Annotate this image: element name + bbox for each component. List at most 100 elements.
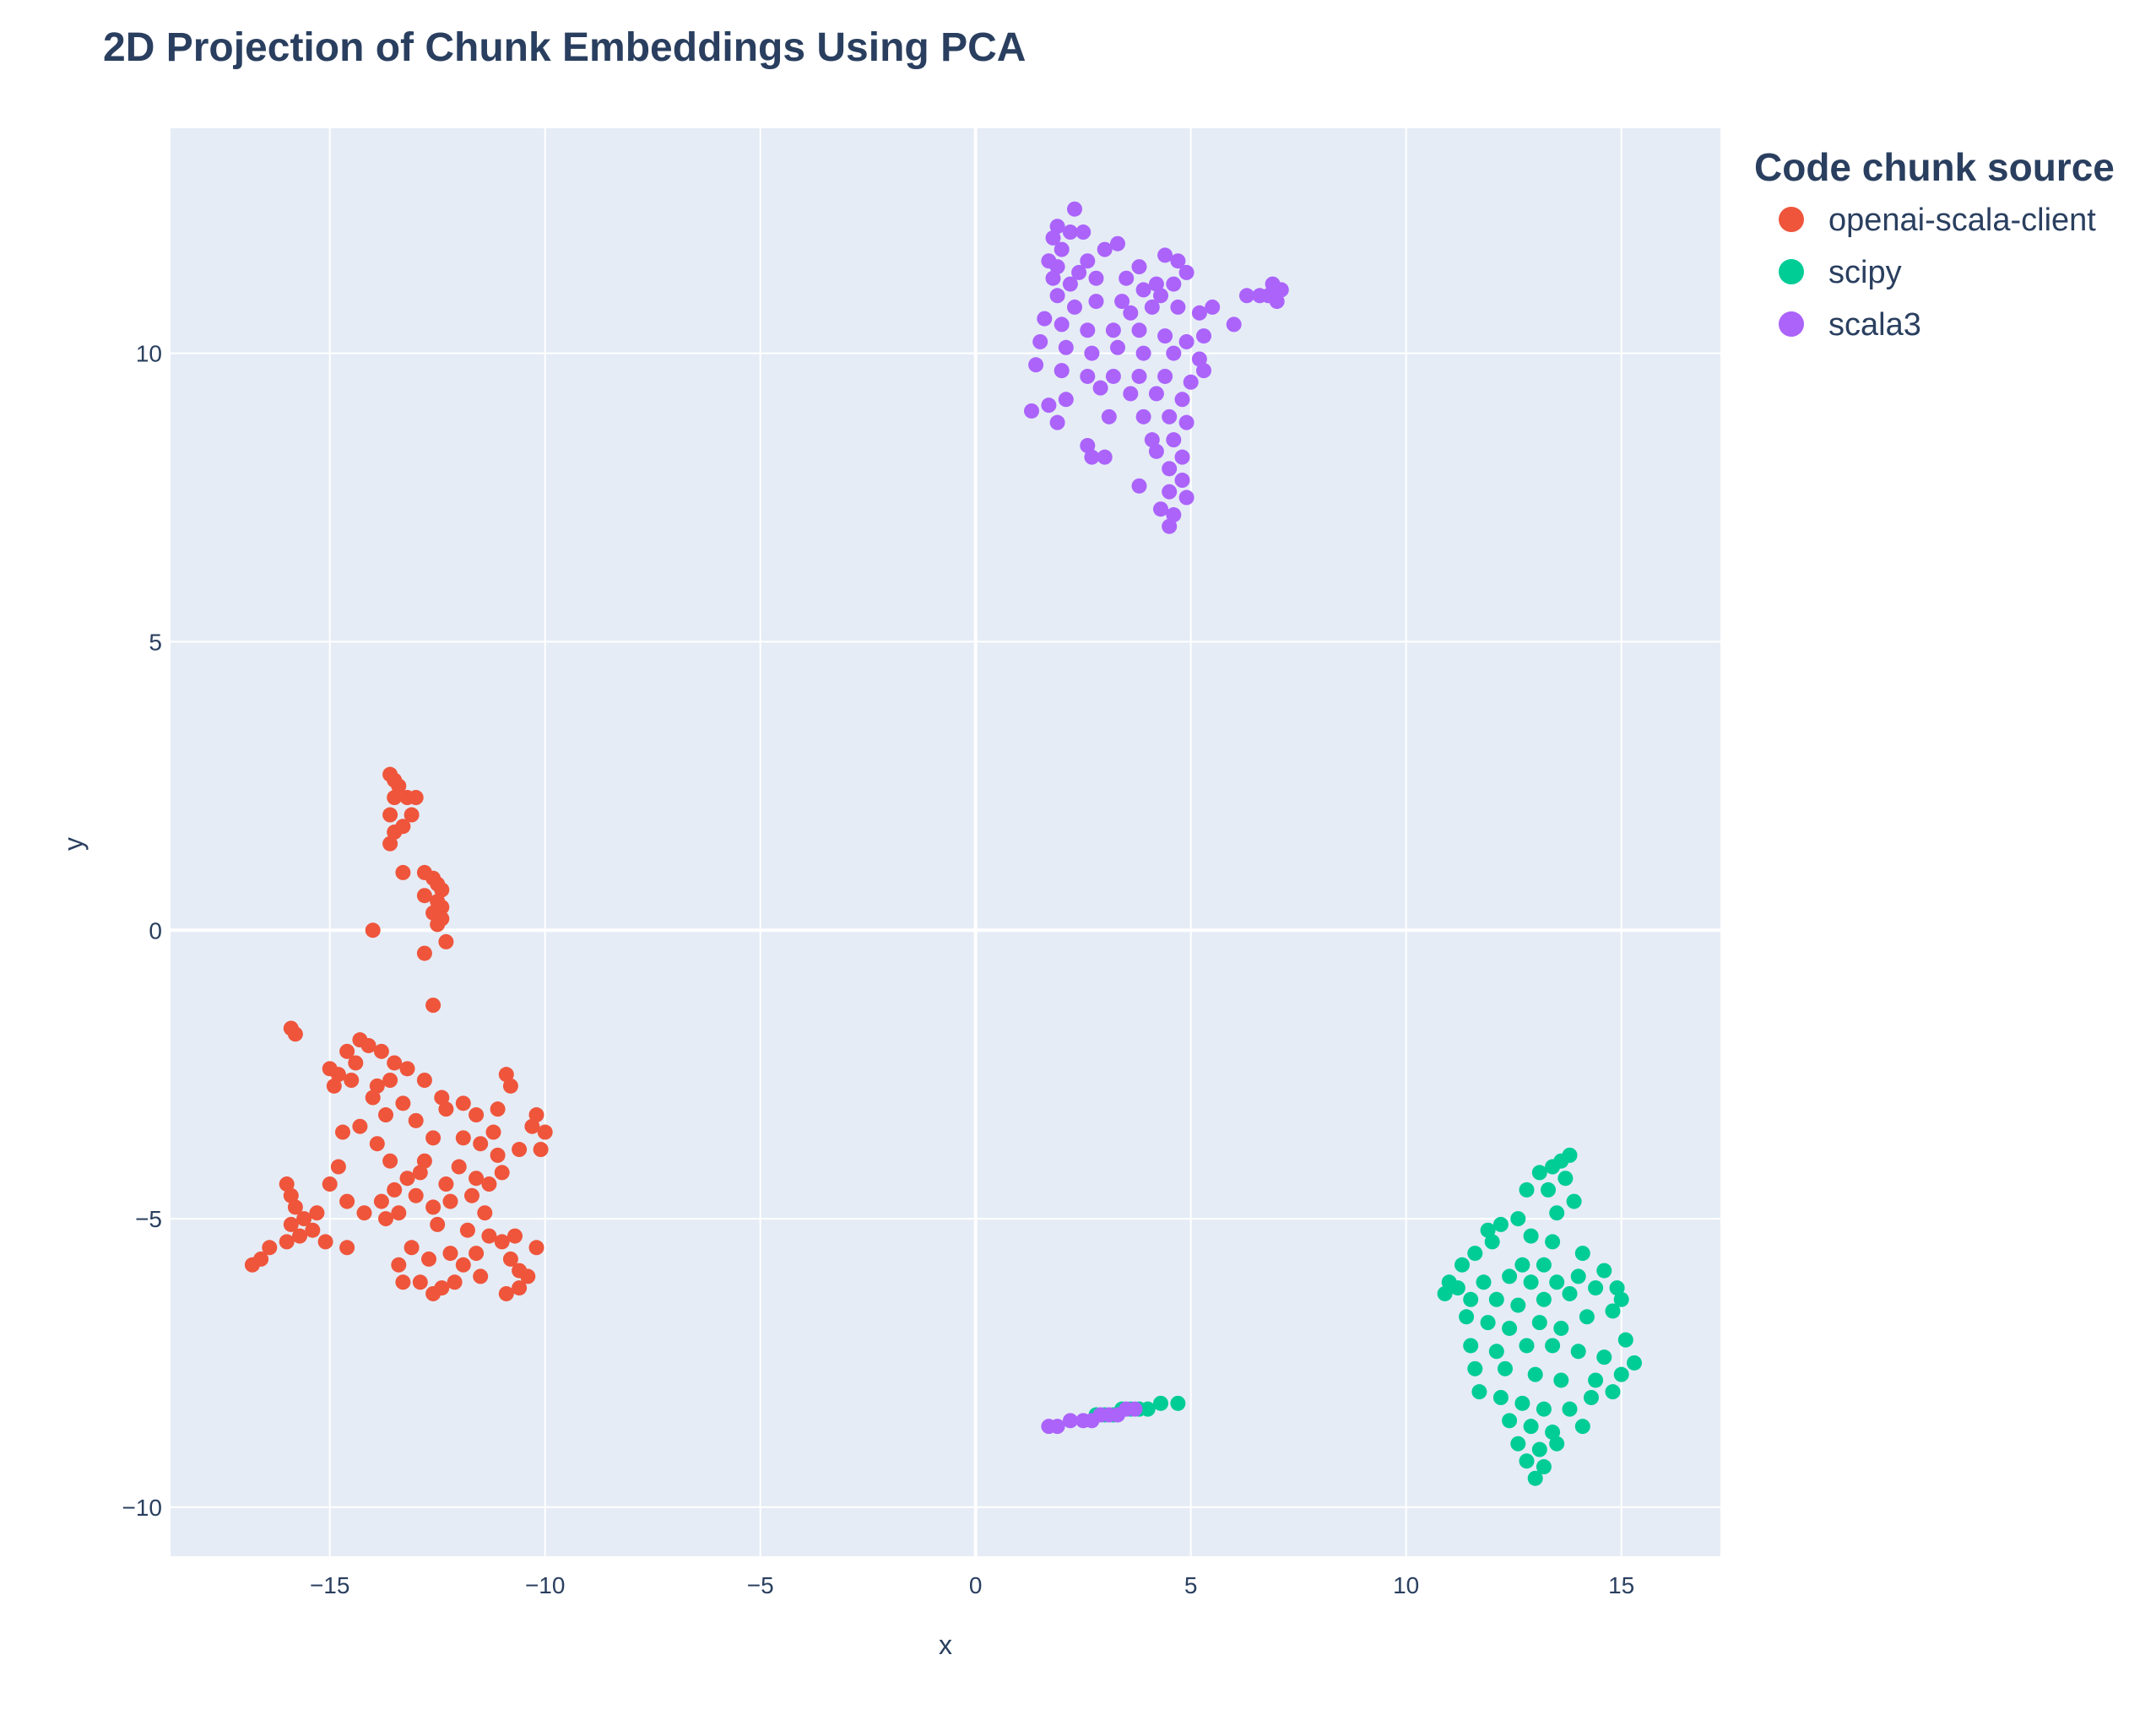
data-point [455,1257,471,1273]
data-point [1541,1182,1556,1198]
data-point [1471,1384,1487,1400]
data-point [1239,288,1254,304]
data-point [1084,345,1100,361]
data-point [512,1280,528,1296]
data-point [1174,473,1190,489]
data-point [1123,305,1139,321]
data-point [416,888,432,904]
data-point [1071,264,1087,280]
data-point [1549,1274,1565,1290]
data-point [1514,1395,1530,1411]
data-point [477,1205,493,1221]
data-point [1049,1419,1065,1435]
data-point [481,1228,497,1244]
data-point [1119,270,1135,286]
data-point [1502,1320,1518,1336]
data-point [1191,351,1207,367]
data-point [412,1274,428,1290]
data-point [1178,489,1194,506]
data-point [1080,322,1096,338]
data-point [1157,247,1173,263]
data-point [442,1246,458,1262]
data-point [469,1171,485,1187]
data-point [1105,368,1121,384]
data-point [395,1274,411,1290]
data-point [1484,1234,1500,1250]
data-point [1476,1274,1492,1290]
data-point [1536,1257,1552,1273]
data-point [1178,333,1194,349]
data-point [1045,230,1061,246]
data-point [382,1073,398,1088]
data-point [339,1193,355,1209]
data-point [1463,1338,1479,1354]
y-tick-label: −10 [122,1495,163,1521]
data-point [1058,339,1074,355]
data-point [498,1067,514,1083]
data-point [1605,1303,1621,1319]
data-point [1562,1401,1578,1417]
data-point [1148,386,1164,402]
data-point [408,1112,424,1128]
data-point [326,1078,342,1094]
data-point [1536,1459,1552,1475]
data-point [1037,311,1053,327]
data-point [1488,1344,1504,1360]
data-point [455,1095,471,1111]
data-point [455,1130,471,1146]
data-point [1492,1216,1509,1232]
data-point [1049,259,1065,275]
x-tick-label: −10 [525,1572,566,1598]
data-point [296,1211,312,1227]
data-point [387,825,403,841]
data-point [352,1118,368,1134]
data-point [1080,253,1096,269]
data-point [1084,449,1100,465]
data-point [494,1165,510,1181]
data-point [451,1159,467,1175]
data-point [1570,1344,1586,1360]
data-point [339,1043,355,1059]
data-point [317,1234,333,1250]
data-point [1579,1309,1595,1325]
data-point [1502,1268,1518,1284]
data-point [1519,1182,1535,1198]
data-point [1523,1228,1539,1244]
data-point [502,1251,518,1267]
data-point [1162,518,1178,534]
data-point [502,1078,518,1094]
data-point [1459,1309,1475,1325]
data-point [425,1199,441,1215]
data-point [1144,432,1160,448]
data-point [335,1124,350,1140]
data-point [1054,316,1070,333]
data-point [1166,432,1182,448]
data-point [1196,363,1211,379]
data-point [1170,253,1186,269]
data-point [1170,299,1186,315]
grid-lines [171,128,1720,1556]
data-point [1463,1291,1479,1307]
data-point [1183,374,1199,390]
data-point [1609,1280,1625,1296]
data-point [391,1205,407,1221]
data-point [520,1268,536,1284]
data-point [1178,414,1194,430]
data-point [330,1159,346,1175]
data-point [481,1176,497,1192]
data-point [262,1240,278,1256]
data-point [1127,1401,1143,1417]
data-point [1617,1332,1633,1348]
data-point [464,1187,479,1203]
data-point [382,835,398,852]
data-point [469,1246,485,1262]
data-point [1545,1338,1561,1354]
data-point [1092,380,1108,396]
data-point [1174,392,1190,408]
data-point [1075,224,1092,241]
data-point [1049,288,1065,304]
data-point [1131,322,1147,338]
data-point [1510,1297,1526,1313]
data-point [391,1257,407,1273]
